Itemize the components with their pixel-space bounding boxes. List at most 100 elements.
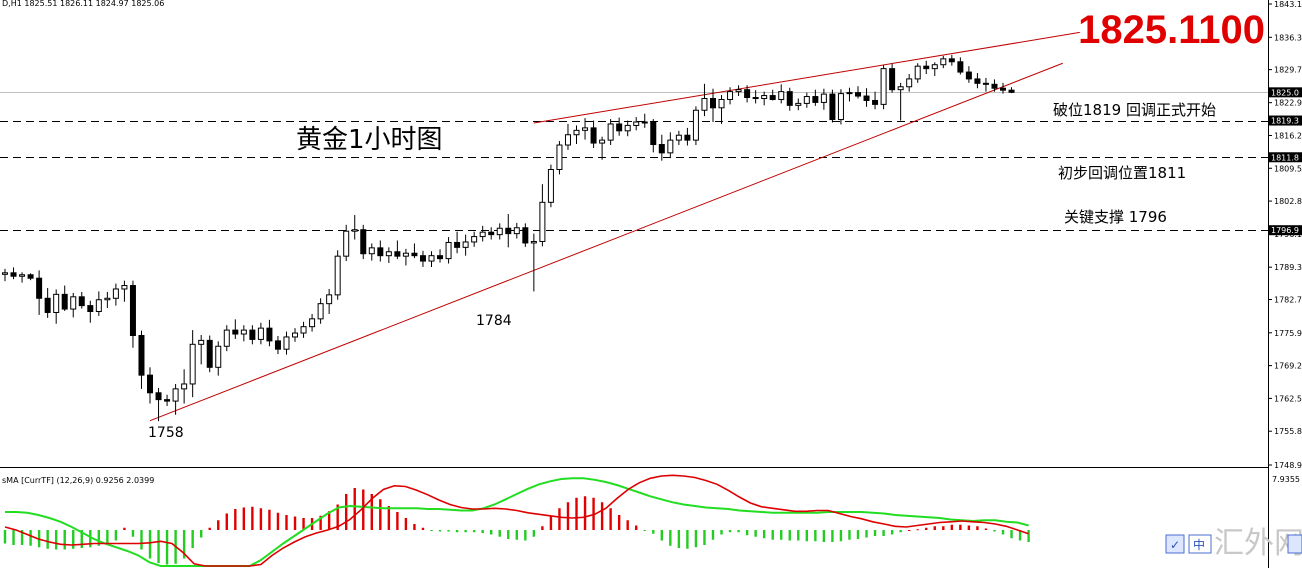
price-tick-label-14: 1748.95 bbox=[1274, 461, 1302, 470]
histogram-bar-119 bbox=[1018, 530, 1022, 541]
pullback-level-box-label: 1811.8 bbox=[1271, 153, 1299, 162]
candle-body bbox=[522, 227, 529, 244]
candle-116 bbox=[991, 79, 998, 92]
candle-body bbox=[872, 99, 879, 105]
candle-body bbox=[2, 272, 8, 275]
candle-103 bbox=[880, 65, 887, 110]
candle-body bbox=[761, 95, 768, 100]
candle-body bbox=[982, 82, 989, 85]
price-tick-label-3: 1822.95 bbox=[1274, 99, 1302, 108]
histogram-bar-107 bbox=[916, 529, 919, 531]
language-button[interactable] bbox=[1188, 534, 1212, 554]
histogram-bar-1 bbox=[12, 530, 15, 545]
histogram-bar-28 bbox=[242, 507, 246, 530]
histogram-bar-47 bbox=[404, 518, 408, 530]
candle-56 bbox=[479, 225, 486, 242]
candlesticks bbox=[2, 54, 1015, 422]
histogram-bar-23 bbox=[199, 530, 203, 538]
histogram-bar-0 bbox=[3, 530, 7, 544]
candle-98 bbox=[837, 89, 844, 125]
candle-body bbox=[394, 251, 401, 257]
histogram-bar-33 bbox=[285, 515, 288, 530]
candle-93 bbox=[795, 98, 802, 111]
signal-line-red bbox=[4, 474, 1029, 567]
candle-body bbox=[923, 65, 930, 70]
candle-25 bbox=[215, 341, 222, 376]
candle-body bbox=[880, 68, 887, 105]
histogram-bar-117 bbox=[1001, 530, 1005, 535]
candle-body bbox=[445, 241, 452, 260]
trendlines bbox=[149, 31, 1080, 422]
candle-31 bbox=[266, 319, 273, 347]
candle-68 bbox=[582, 118, 589, 140]
candle-body bbox=[257, 327, 264, 340]
candle-30 bbox=[257, 322, 264, 345]
histogram-bar-19 bbox=[165, 530, 169, 565]
candle-body bbox=[411, 252, 418, 257]
candle-21 bbox=[181, 369, 188, 404]
histogram-bar-14 bbox=[123, 527, 126, 530]
candle-18 bbox=[155, 387, 162, 422]
histogram-bar-50 bbox=[430, 530, 433, 531]
candle-body bbox=[590, 127, 597, 144]
checkbox-icon[interactable] bbox=[1165, 534, 1185, 554]
candle-32 bbox=[274, 335, 281, 355]
candle-body bbox=[129, 285, 136, 336]
histogram-bar-8 bbox=[72, 530, 75, 549]
candle-body bbox=[70, 296, 77, 310]
histogram-bar-18 bbox=[157, 530, 160, 563]
histogram-bar-55 bbox=[472, 530, 476, 533]
candle-body bbox=[300, 326, 307, 334]
histogram-bar-7 bbox=[63, 530, 66, 550]
candle-69 bbox=[590, 120, 597, 148]
candle-body bbox=[368, 247, 375, 255]
candle-88 bbox=[752, 90, 759, 104]
candle-body bbox=[709, 98, 716, 109]
candle-110 bbox=[940, 55, 947, 69]
histogram-bar-62 bbox=[532, 530, 536, 537]
histogram-bar-111 bbox=[950, 524, 954, 530]
pullback-annotation: 初步回调位置1811 bbox=[1058, 164, 1186, 182]
candle-39 bbox=[334, 250, 341, 300]
candle-body bbox=[599, 139, 606, 144]
candle-body bbox=[53, 293, 60, 313]
candle-body bbox=[974, 78, 981, 84]
histogram-bar-106 bbox=[907, 530, 911, 531]
candle-117 bbox=[1000, 82, 1007, 94]
candle-body bbox=[965, 71, 972, 80]
histogram-bar-90 bbox=[771, 530, 774, 540]
candle-63 bbox=[539, 184, 546, 247]
low-1784-label: 1784 bbox=[476, 313, 512, 329]
histogram-bar-30 bbox=[259, 508, 263, 530]
histogram-bar-104 bbox=[890, 530, 894, 535]
candle-6 bbox=[53, 289, 60, 324]
histogram-bar-15 bbox=[131, 530, 135, 537]
candle-34 bbox=[292, 328, 299, 342]
candle-109 bbox=[931, 62, 938, 76]
histogram-bar-54 bbox=[464, 530, 467, 533]
current-price-box bbox=[1269, 87, 1302, 98]
candle-body bbox=[906, 78, 913, 88]
histogram-bar-72 bbox=[617, 515, 621, 530]
candle-74 bbox=[633, 117, 640, 131]
settings-icon[interactable] bbox=[1287, 534, 1302, 554]
candle-body bbox=[795, 102, 802, 106]
candle-78 bbox=[667, 132, 674, 158]
candle-body bbox=[633, 121, 640, 126]
candle-41 bbox=[351, 215, 358, 240]
candle-73 bbox=[624, 120, 631, 137]
candle-body bbox=[846, 92, 853, 95]
symbol-info: D,H1 1825.51 1826.11 1824.97 1825.06 bbox=[2, 0, 164, 8]
histogram-bar-13 bbox=[114, 530, 118, 541]
support-annotation: 关键支撑 1796 bbox=[1064, 208, 1167, 226]
candle-body bbox=[27, 274, 34, 279]
candle-body bbox=[454, 241, 461, 248]
candle-15 bbox=[129, 280, 136, 348]
histogram-bar-98 bbox=[839, 530, 843, 542]
histogram-bar-70 bbox=[600, 502, 604, 530]
candle-14 bbox=[121, 280, 128, 302]
candle-body bbox=[812, 96, 819, 103]
watermark: ✓ 中 汇外网 bbox=[1165, 526, 1302, 561]
candle-22 bbox=[189, 330, 196, 398]
